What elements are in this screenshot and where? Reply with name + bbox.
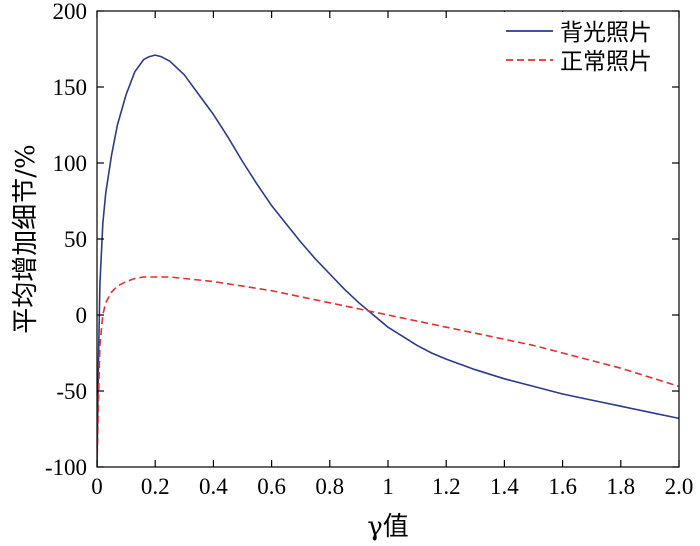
x-tick-label: 1.4 — [490, 474, 519, 499]
x-tick-label: 1.2 — [432, 474, 461, 499]
x-tick-label: 0.6 — [257, 474, 286, 499]
x-tick-label: 1.6 — [548, 474, 577, 499]
y-tick-label: -50 — [56, 379, 87, 404]
y-tick-label: 150 — [53, 75, 88, 100]
legend-box — [498, 12, 678, 74]
y-tick-label: 50 — [64, 227, 87, 252]
y-axis-label: 平均增加细节/% — [11, 144, 41, 333]
legend: 背光照片 正常照片 — [498, 12, 678, 75]
x-tick-label: 0.2 — [141, 474, 170, 499]
y-tick-label: 0 — [76, 303, 88, 328]
legend-label-backlit: 背光照片 — [560, 20, 652, 46]
ticks: 0 0.2 0.4 0.6 0.8 1 1.2 1.4 1.6 1.8 2.0 -100 -50 0 50 1… — [45, 0, 694, 499]
plot-area — [97, 54, 679, 467]
x-tick-label: 1.8 — [606, 474, 635, 499]
series-line-normal — [97, 276, 679, 467]
y-tick-label: 100 — [53, 151, 88, 176]
x-axis-label: γ值 — [367, 512, 409, 542]
y-tick-label: 200 — [53, 0, 88, 24]
y-tick-label: -100 — [45, 455, 87, 480]
x-tick-label: 1 — [382, 474, 394, 499]
series-line-backlit — [97, 54, 679, 467]
x-tick-label: 0 — [91, 474, 103, 499]
x-tick-label: 2.0 — [665, 474, 694, 499]
axes-frame — [96, 10, 680, 468]
legend-label-normal: 正常照片 — [560, 49, 652, 75]
x-tick-label: 0.8 — [315, 474, 344, 499]
x-tick-label: 0.4 — [199, 474, 228, 499]
axes — [96, 10, 680, 468]
